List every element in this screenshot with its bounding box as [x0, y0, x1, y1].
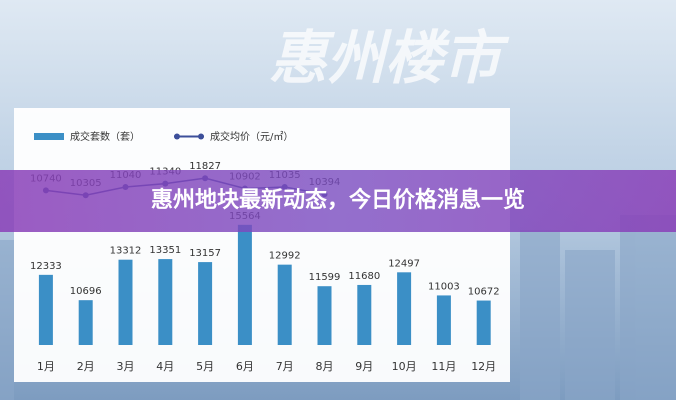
- bar: [78, 300, 93, 345]
- value-label: 11003: [428, 281, 460, 292]
- buildings: [0, 215, 676, 400]
- x-tick-label: 10月: [392, 360, 417, 373]
- value-label: 12992: [269, 251, 301, 262]
- value-label: 13351: [149, 245, 181, 256]
- value-label: 11827: [189, 161, 221, 172]
- value-label: 12497: [388, 258, 420, 269]
- bar: [476, 300, 491, 345]
- bar: [397, 272, 412, 345]
- watermark: 惠州楼市: [269, 24, 510, 92]
- bar: [198, 262, 213, 345]
- legend-label: 成交均价（元/㎡）: [210, 130, 293, 143]
- bar: [277, 264, 292, 345]
- value-label: 10696: [70, 286, 102, 297]
- legend-swatch: [174, 133, 180, 140]
- banner-title: 惠州地块最新动态，今日价格消息一览: [151, 187, 525, 213]
- bar: [357, 284, 372, 345]
- value-label: 11599: [309, 272, 341, 283]
- chart-panel: [14, 108, 510, 382]
- x-tick-label: 5月: [196, 360, 214, 373]
- x-tick-label: 2月: [77, 360, 95, 373]
- x-tick-label: 3月: [117, 360, 135, 373]
- bar: [436, 295, 451, 345]
- x-tick-label: 7月: [276, 360, 294, 373]
- legend-swatch: [34, 133, 64, 140]
- value-label: 12333: [30, 261, 62, 272]
- banner-band: [0, 170, 676, 232]
- x-tick-label: 12月: [471, 360, 496, 373]
- x-tick-label: 1月: [37, 360, 55, 373]
- x-tick-label: 8月: [316, 360, 334, 373]
- value-label: 10672: [468, 287, 500, 298]
- x-tick-label: 9月: [355, 360, 373, 373]
- value-label: 13157: [189, 248, 221, 259]
- x-tick-label: 6月: [236, 360, 254, 373]
- value-label: 11680: [348, 271, 380, 282]
- x-tick-label: 4月: [156, 360, 174, 373]
- legend-label: 成交套数（套）: [70, 130, 140, 143]
- bar: [118, 259, 133, 345]
- value-label: 13312: [110, 246, 142, 257]
- bar: [158, 259, 173, 345]
- legend-swatch: [198, 133, 204, 140]
- bar: [317, 286, 332, 345]
- bar: [237, 224, 252, 345]
- bar: [38, 274, 53, 345]
- x-tick-label: 11月: [431, 360, 456, 373]
